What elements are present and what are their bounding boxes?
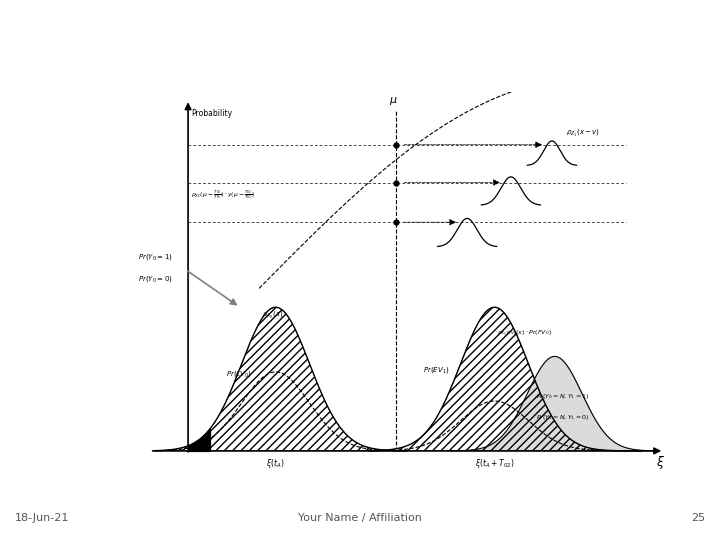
Text: $\mu$: $\mu$ [389,95,397,107]
Text: $Pr(Y_1=N, Y_1=0)$: $Pr(Y_1=N, Y_1=0)$ [536,413,589,422]
Text: Your Name / Affiliation: Your Name / Affiliation [298,514,422,523]
Text: A: A [603,38,613,51]
Text: What is the stochastic model when ring.OSC is not noise free after t: What is the stochastic model when ring.O… [9,28,627,43]
Text: 25: 25 [691,514,706,523]
Text: $\xi$: $\xi$ [656,454,665,471]
Text: $\rho_{Z_1}(x-v)$: $\rho_{Z_1}(x-v)$ [566,129,600,139]
Text: $\rho_{X_1|EV_0}(x)\cdot Pr(FV_0)$: $\rho_{X_1|EV_0}(x)\cdot Pr(FV_0)$ [498,328,552,338]
Text: ?: ? [611,28,620,43]
Text: $\xi(t_A + T_{02})$: $\xi(t_A + T_{02})$ [474,457,514,470]
Text: $Pr(Y_0=N, Y_1=1)$: $Pr(Y_0=N, Y_1=1)$ [536,392,589,401]
Text: $Pr(LV_0)$: $Pr(LV_0)$ [226,369,253,379]
Text: $\rho_{X_0}(x)$: $\rho_{X_0}(x)$ [262,310,283,321]
Text: $Pr(Y_0=1)$: $Pr(Y_0=1)$ [138,252,172,261]
Text: $Pr(Y_0=0)$: $Pr(Y_0=0)$ [138,274,172,284]
Text: 18-Jun-21: 18-Jun-21 [14,514,69,523]
Text: Probability: Probability [191,109,232,118]
Text: $\rho_{X_C}(\mu - \frac{T_{02}}{T_{01}})\cdot y(\mu - \frac{T_{02}}{T_{01}})$: $\rho_{X_C}(\mu - \frac{T_{02}}{T_{01}})… [191,189,255,202]
Text: $\xi(t_A)$: $\xi(t_A)$ [266,457,285,470]
Text: $Pr(EV_1)$: $Pr(EV_1)$ [423,365,450,375]
